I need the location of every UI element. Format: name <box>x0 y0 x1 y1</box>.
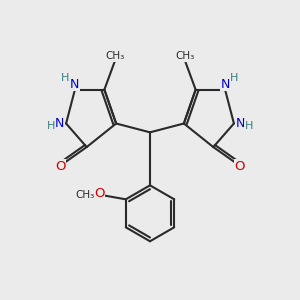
Text: H: H <box>61 74 70 83</box>
Text: H: H <box>245 122 254 131</box>
Text: N: N <box>236 117 245 130</box>
Text: N: N <box>55 117 64 130</box>
Text: N: N <box>220 78 230 91</box>
Text: O: O <box>94 187 104 200</box>
Text: CH₃: CH₃ <box>176 51 195 62</box>
Text: H: H <box>230 74 239 83</box>
Text: H: H <box>46 122 55 131</box>
Text: O: O <box>55 160 65 173</box>
Text: N: N <box>70 78 80 91</box>
Text: O: O <box>235 160 245 173</box>
Text: CH₃: CH₃ <box>75 190 94 200</box>
Text: CH₃: CH₃ <box>105 51 124 62</box>
